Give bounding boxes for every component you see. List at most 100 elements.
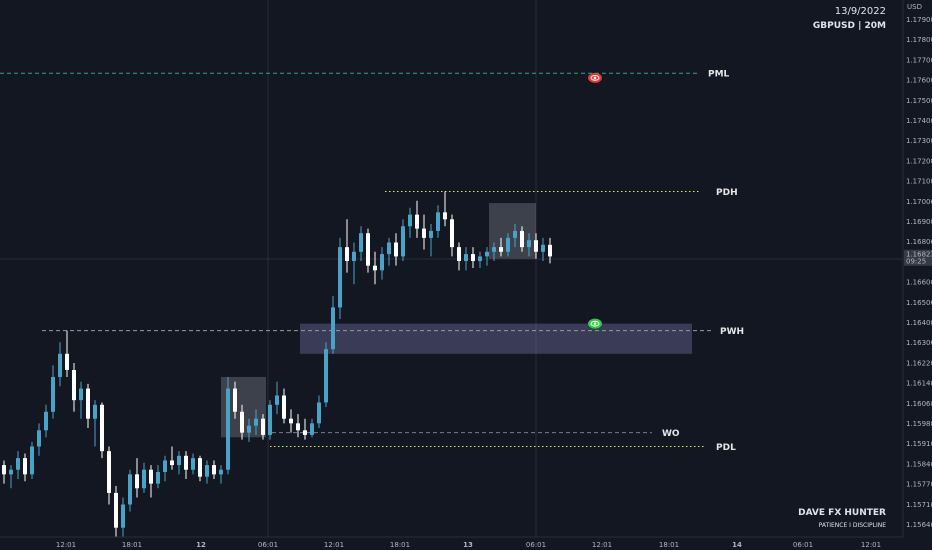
candle-body [303, 430, 307, 435]
price-tick: 1.17500 [906, 97, 932, 105]
candle-body [541, 244, 545, 252]
time-tick: 12:01 [861, 541, 881, 549]
candle-body [506, 237, 510, 252]
candle-body [289, 418, 293, 424]
candle-body [184, 455, 188, 470]
candle-body [345, 247, 349, 262]
candle-body [72, 370, 76, 401]
candle-body [128, 474, 132, 505]
candle-body [534, 240, 538, 252]
candle-body [37, 430, 41, 447]
candle-body [177, 455, 181, 466]
time-tick: 06:01 [793, 541, 813, 549]
candle-body [513, 230, 517, 238]
candle-body [548, 244, 552, 257]
candle-body [114, 492, 118, 528]
price-tick: 1.15910 [906, 440, 932, 448]
time-axis-ticks: 12:01 18:01 12 06:01 12:01 18:01 13 06:01 12:01 1… [56, 541, 881, 549]
price-tick: 1.16060 [906, 400, 932, 408]
candle-body [457, 247, 461, 262]
candle-body [352, 251, 356, 262]
candle-body [247, 425, 251, 433]
candle-body [149, 469, 153, 484]
candle-body [366, 233, 370, 266]
price-tick: 1.17300 [906, 137, 932, 145]
candle-body [471, 254, 475, 262]
time-tick: 06:01 [526, 541, 546, 549]
price-tick: 1.16300 [906, 339, 932, 347]
price-tick: 1.15840 [906, 460, 932, 468]
chart-date: 13/9/2022 [834, 6, 886, 17]
candles [2, 191, 552, 540]
time-tick: 06:01 [258, 541, 278, 549]
time-tick: 12:01 [324, 541, 344, 549]
candle-body [478, 256, 482, 262]
price-tick: 1.15980 [906, 420, 932, 428]
price-tick: 1.17000 [906, 198, 932, 206]
candle-body [443, 212, 447, 220]
candle-body [212, 465, 216, 475]
green-eye-icon [588, 318, 602, 329]
candle-body [436, 212, 440, 231]
candle-body [415, 214, 419, 229]
time-tick: 18:01 [659, 541, 679, 549]
candle-body [79, 388, 83, 401]
time-tick: 18:01 [390, 541, 410, 549]
candle-body [121, 504, 125, 528]
candle-body [233, 388, 237, 412]
candle-body [324, 349, 328, 403]
candle-body [492, 247, 496, 252]
level-label-pml: PML [708, 70, 730, 80]
candle-body [338, 247, 342, 308]
level-label-pdh: PDH [716, 188, 738, 198]
candle-body [401, 226, 405, 257]
candle-body [254, 418, 258, 426]
price-tick: 1.17600 [906, 77, 932, 85]
consolidation-box [489, 203, 536, 259]
candle-body [65, 353, 69, 371]
candle-body [387, 242, 391, 255]
current-price-label: 1.16823 [906, 251, 932, 259]
price-tick: 1.15770 [906, 481, 932, 489]
time-axis[interactable] [0, 537, 932, 550]
candle-body [163, 460, 167, 473]
candle-body [226, 388, 230, 470]
candle-body [429, 230, 433, 238]
time-tick: 12 [196, 541, 206, 549]
price-tick: 1.16500 [906, 299, 932, 307]
candle-body [170, 460, 174, 466]
countdown-label: 09:25 [906, 258, 926, 266]
grid [0, 0, 903, 537]
price-tick: 1.17900 [906, 16, 932, 24]
price-tick: 1.17100 [906, 178, 932, 186]
price-tick: 1.16220 [906, 359, 932, 367]
candle-body [380, 254, 384, 271]
candle-body [142, 469, 146, 489]
candle-body [51, 376, 55, 412]
candle-body [331, 307, 335, 350]
price-tick: 1.17700 [906, 56, 932, 64]
candle-body [107, 451, 111, 493]
zones [221, 203, 692, 438]
candle-body [261, 418, 265, 435]
time-tick: 18:01 [122, 541, 142, 549]
price-tick: 1.17400 [906, 117, 932, 125]
key-levels: PML PDH PWH WO PDL [0, 70, 744, 453]
time-tick: 12:01 [592, 541, 612, 549]
candle-body [527, 240, 531, 248]
price-tick: 1.16900 [906, 218, 932, 226]
candle-body [275, 395, 279, 405]
time-tick: 14 [732, 541, 742, 549]
candle-body [86, 388, 90, 419]
price-tick: 1.15640 [906, 521, 932, 529]
candle-body [219, 469, 223, 475]
candle-body [359, 233, 363, 252]
candle-body [268, 404, 272, 435]
chart-symbol: GBPUSD | 20M [812, 21, 886, 31]
price-tick: 1.17800 [906, 36, 932, 44]
time-tick: 13 [463, 541, 473, 549]
price-axis[interactable] [903, 0, 932, 550]
candle-body [282, 395, 286, 419]
